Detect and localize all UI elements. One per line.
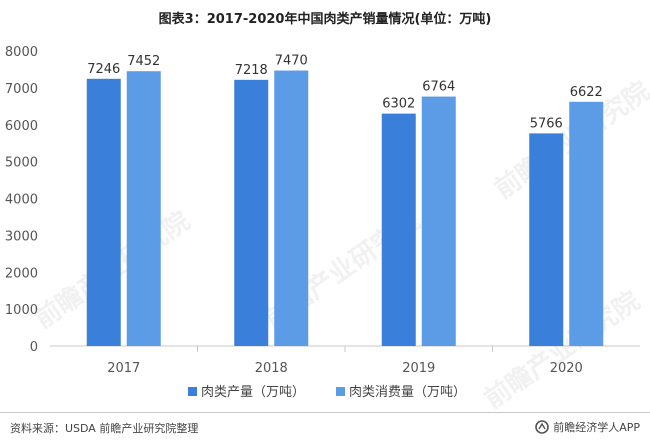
- legend-label: 肉类消费量（万吨）: [349, 385, 466, 400]
- data-label: 7452: [127, 54, 160, 69]
- bar: [86, 78, 121, 347]
- x-tick-label: 2018: [255, 361, 288, 376]
- data-label: 7470: [275, 54, 308, 69]
- brand-label: 前瞻经济学人APP: [553, 421, 640, 434]
- brand: 前瞻经济学人APP: [535, 419, 640, 435]
- bar: [274, 70, 309, 346]
- qianzhan-logo-icon: [535, 420, 550, 434]
- legend-label: 肉类产量（万吨）: [201, 385, 305, 400]
- x-tick-label: 2019: [402, 361, 435, 376]
- data-label: 6764: [422, 80, 455, 95]
- data-label: 7218: [235, 63, 268, 78]
- bar-chart: 0 1000 2000 3000 4000 5000 6000 7000 8000 7246 745…: [5, 45, 640, 400]
- source-note: 资料来源：USDA 前瞻产业研究院整理: [10, 422, 199, 435]
- y-tick-label: 4000: [5, 193, 38, 208]
- bar: [421, 96, 456, 346]
- data-label: 7246: [87, 62, 120, 77]
- y-tick-label: 3000: [5, 229, 38, 244]
- data-label: 5766: [530, 116, 563, 131]
- y-tick-label: 8000: [5, 45, 38, 60]
- bar: [569, 101, 604, 346]
- chart-title: 图表3：2017-2020年中国肉类产销量情况(单位：万吨): [158, 12, 492, 27]
- y-tick-label: 0: [30, 340, 38, 355]
- x-tick-label: 2017: [107, 361, 140, 376]
- bar: [234, 79, 269, 347]
- bar: [126, 71, 161, 347]
- y-tick-label: 7000: [5, 82, 38, 97]
- y-tick-label: 1000: [5, 303, 38, 318]
- y-tick-label: 6000: [5, 119, 38, 134]
- bar: [381, 113, 416, 347]
- y-tick-label: 5000: [5, 156, 38, 171]
- data-label: 6302: [382, 97, 415, 112]
- legend-swatch: [336, 387, 345, 396]
- legend-swatch: [188, 387, 197, 396]
- footer: 资料来源：USDA 前瞻产业研究院整理 前瞻经济学人APP: [0, 412, 650, 446]
- x-tick-label: 2020: [550, 361, 583, 376]
- data-label: 6622: [570, 85, 603, 100]
- y-tick-label: 2000: [5, 266, 38, 281]
- bar: [529, 133, 564, 346]
